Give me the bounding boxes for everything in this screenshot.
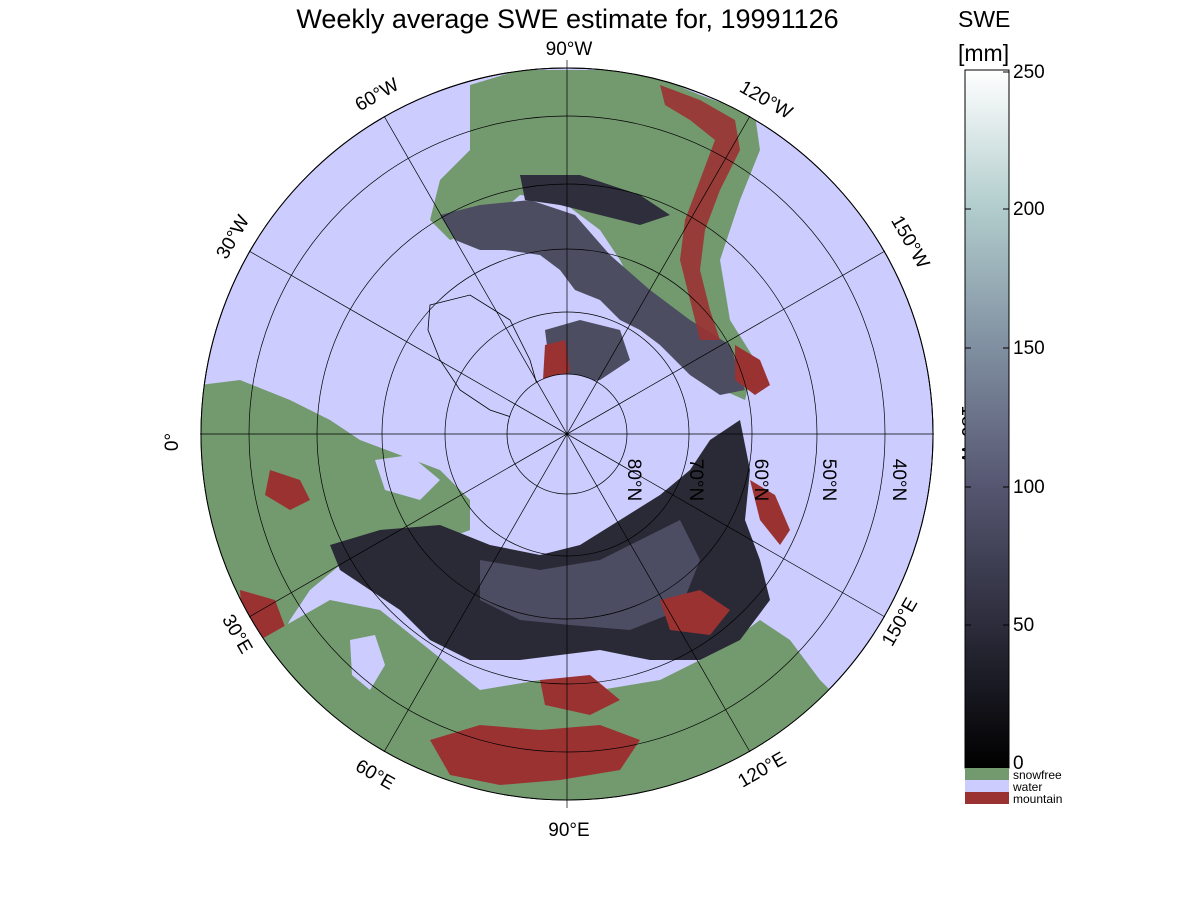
longitude-lines xyxy=(200,60,934,808)
lon-label-90e: 90°E xyxy=(548,820,589,841)
colorbar-gradient xyxy=(964,69,1010,769)
colorbar-tick-50: 50 xyxy=(1013,615,1035,636)
scandinavia-water xyxy=(375,455,440,500)
lon-label-150w: 150°W xyxy=(886,212,933,272)
central-asia-mountain xyxy=(430,590,730,785)
colorbar-title-swe: SWE xyxy=(958,6,1011,32)
alaska-mountain xyxy=(735,345,770,395)
lat-label-70n: 70°N xyxy=(685,459,706,501)
lon-label-0: 0° xyxy=(162,433,183,451)
legend-label-mountain: mountain xyxy=(1013,792,1063,806)
legend-swatch-water xyxy=(965,780,1009,792)
lat-label-80n: 80°N xyxy=(623,459,644,501)
lat-label-40n: 40°N xyxy=(888,459,909,501)
siberia-snow-mid xyxy=(480,520,700,630)
map-border xyxy=(200,67,934,801)
colorbar-title-unit: [mm] xyxy=(958,40,1010,66)
lon-label-60w: 60°W xyxy=(352,74,403,116)
lon-label-60e: 60°E xyxy=(352,756,398,795)
colorbar-ticks xyxy=(965,71,1009,626)
rockies-mountain xyxy=(660,85,740,340)
colorbar-tick-200: 200 xyxy=(1013,199,1045,220)
legend-label-snowfree: snowfree xyxy=(1013,768,1062,782)
colorbar-tick-100: 100 xyxy=(1013,477,1045,498)
land-masses xyxy=(201,70,900,800)
north-america-snow xyxy=(440,200,745,395)
legend-swatch-mountain xyxy=(965,792,1009,804)
legend-swatch-snowfree xyxy=(965,768,1009,780)
lat-label-50n: 50°N xyxy=(818,459,839,501)
lon-label-90w: 90°W xyxy=(546,39,593,60)
colorbar-tick-250: 250 xyxy=(1013,62,1045,83)
legend-label-water: water xyxy=(1013,780,1043,794)
colorbar-tick-0: 0 xyxy=(1013,753,1024,774)
caspian-sea xyxy=(350,635,385,690)
colorbar-tick-150: 150 xyxy=(1013,338,1045,359)
kamchatka-mountain xyxy=(750,480,790,545)
lat-label-60n: 60°N xyxy=(750,459,771,501)
canada-snow-band xyxy=(520,175,670,225)
map-title: Weekly average SWE estimate for, 1999112… xyxy=(296,4,839,34)
